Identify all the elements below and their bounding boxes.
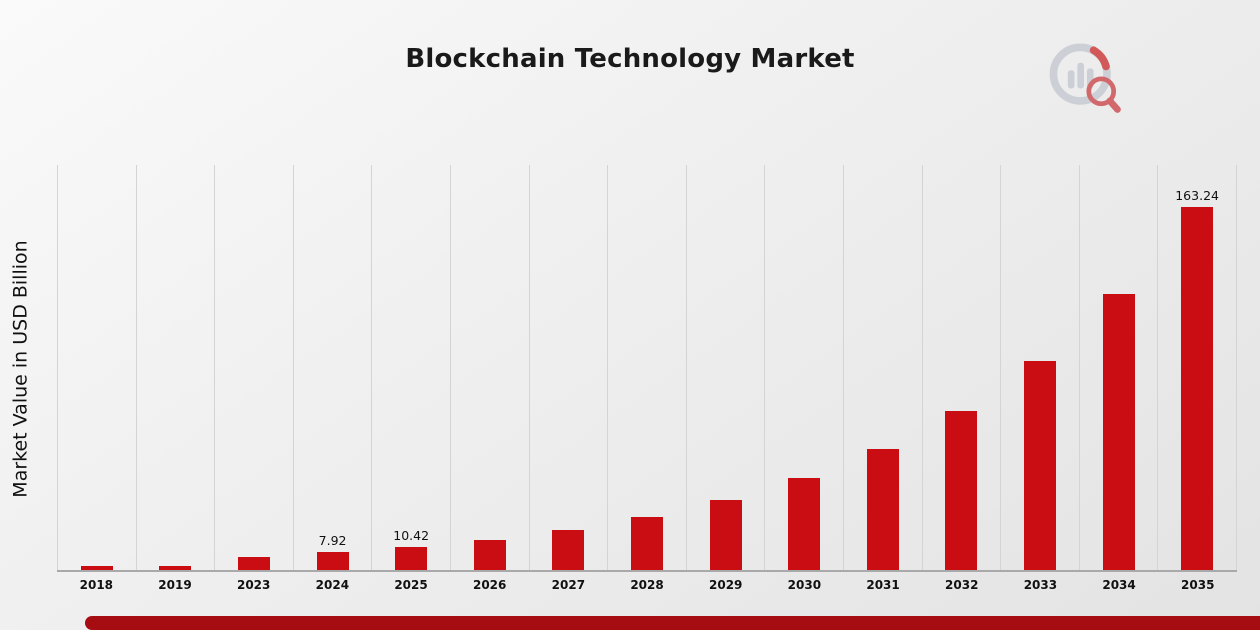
bar-2029 — [709, 500, 742, 570]
bar-2024: 7.92 — [316, 533, 349, 570]
bar-2023 — [237, 556, 270, 570]
bar-2033 — [1023, 360, 1056, 570]
page-title: Blockchain Technology Market — [405, 44, 855, 74]
bar-slot — [135, 165, 215, 570]
bar-slot: 7.92 — [292, 165, 372, 570]
x-tick-label-2028: 2028 — [630, 578, 664, 592]
bar-slot — [528, 165, 608, 570]
x-tick-label-2026: 2026 — [472, 578, 507, 592]
bar-slot: 163.24 — [1157, 165, 1237, 570]
bar-2028 — [630, 517, 663, 570]
bar-2030 — [788, 478, 821, 570]
x-tick-label-2030: 2030 — [787, 578, 822, 592]
x-tick-label-2019: 2019 — [158, 578, 192, 592]
bar-value-label: 10.42 — [393, 527, 430, 543]
x-tick-label-2033: 2033 — [1023, 578, 1058, 592]
y-axis-label-container: Market Value in USD Billion — [0, 165, 42, 572]
bar-2035: 163.24 — [1175, 188, 1219, 570]
x-tick-label-2034: 2034 — [1102, 578, 1136, 592]
bar-slot — [764, 165, 843, 570]
x-tick-label-2023: 2023 — [236, 578, 271, 592]
x-tick-label-2035: 2035 — [1181, 578, 1215, 592]
y-axis-label: Market Value in USD Billion — [10, 239, 33, 498]
logo-icon — [1049, 43, 1121, 113]
bar-slot — [1000, 165, 1079, 570]
x-tick-label-2025: 2025 — [394, 578, 428, 592]
plot-area: 7.92 10.42 163.24 — [57, 165, 1237, 572]
bar-slot — [57, 165, 136, 570]
bar-slot — [449, 165, 529, 570]
x-tick-label-2027: 2027 — [551, 578, 586, 592]
bar-value-label: 163.24 — [1175, 187, 1219, 203]
bar-value-label: 7.92 — [318, 533, 347, 549]
market-research-logo — [1042, 34, 1128, 120]
x-tick-label-2031: 2031 — [866, 578, 900, 592]
bar-slot — [685, 165, 765, 570]
bar-2025: 10.42 — [393, 528, 429, 570]
bar-slot — [842, 165, 922, 570]
x-tick-label-2029: 2029 — [709, 578, 743, 592]
bar-slot — [921, 165, 1001, 570]
x-tick-label-2024: 2024 — [315, 578, 350, 592]
bar-2018 — [80, 566, 113, 570]
bar-slot: 10.42 — [371, 165, 450, 570]
bar-slot — [1078, 165, 1158, 570]
x-tick-label-2018: 2018 — [79, 578, 114, 592]
bar-slot — [607, 165, 686, 570]
bar-2034 — [1102, 294, 1135, 570]
bar-2027 — [552, 529, 585, 570]
footer-accent-bar — [85, 616, 1260, 630]
bar-2026 — [473, 539, 506, 570]
x-axis: 2018 2019 2023 2024 2025 2026 2027 2028 2029 2030… — [57, 578, 1237, 592]
bar-slot — [214, 165, 293, 570]
bar-2032 — [945, 410, 978, 570]
x-tick-label-2032: 2032 — [945, 578, 979, 592]
bar-2031 — [866, 449, 899, 570]
bar-2019 — [159, 565, 192, 570]
